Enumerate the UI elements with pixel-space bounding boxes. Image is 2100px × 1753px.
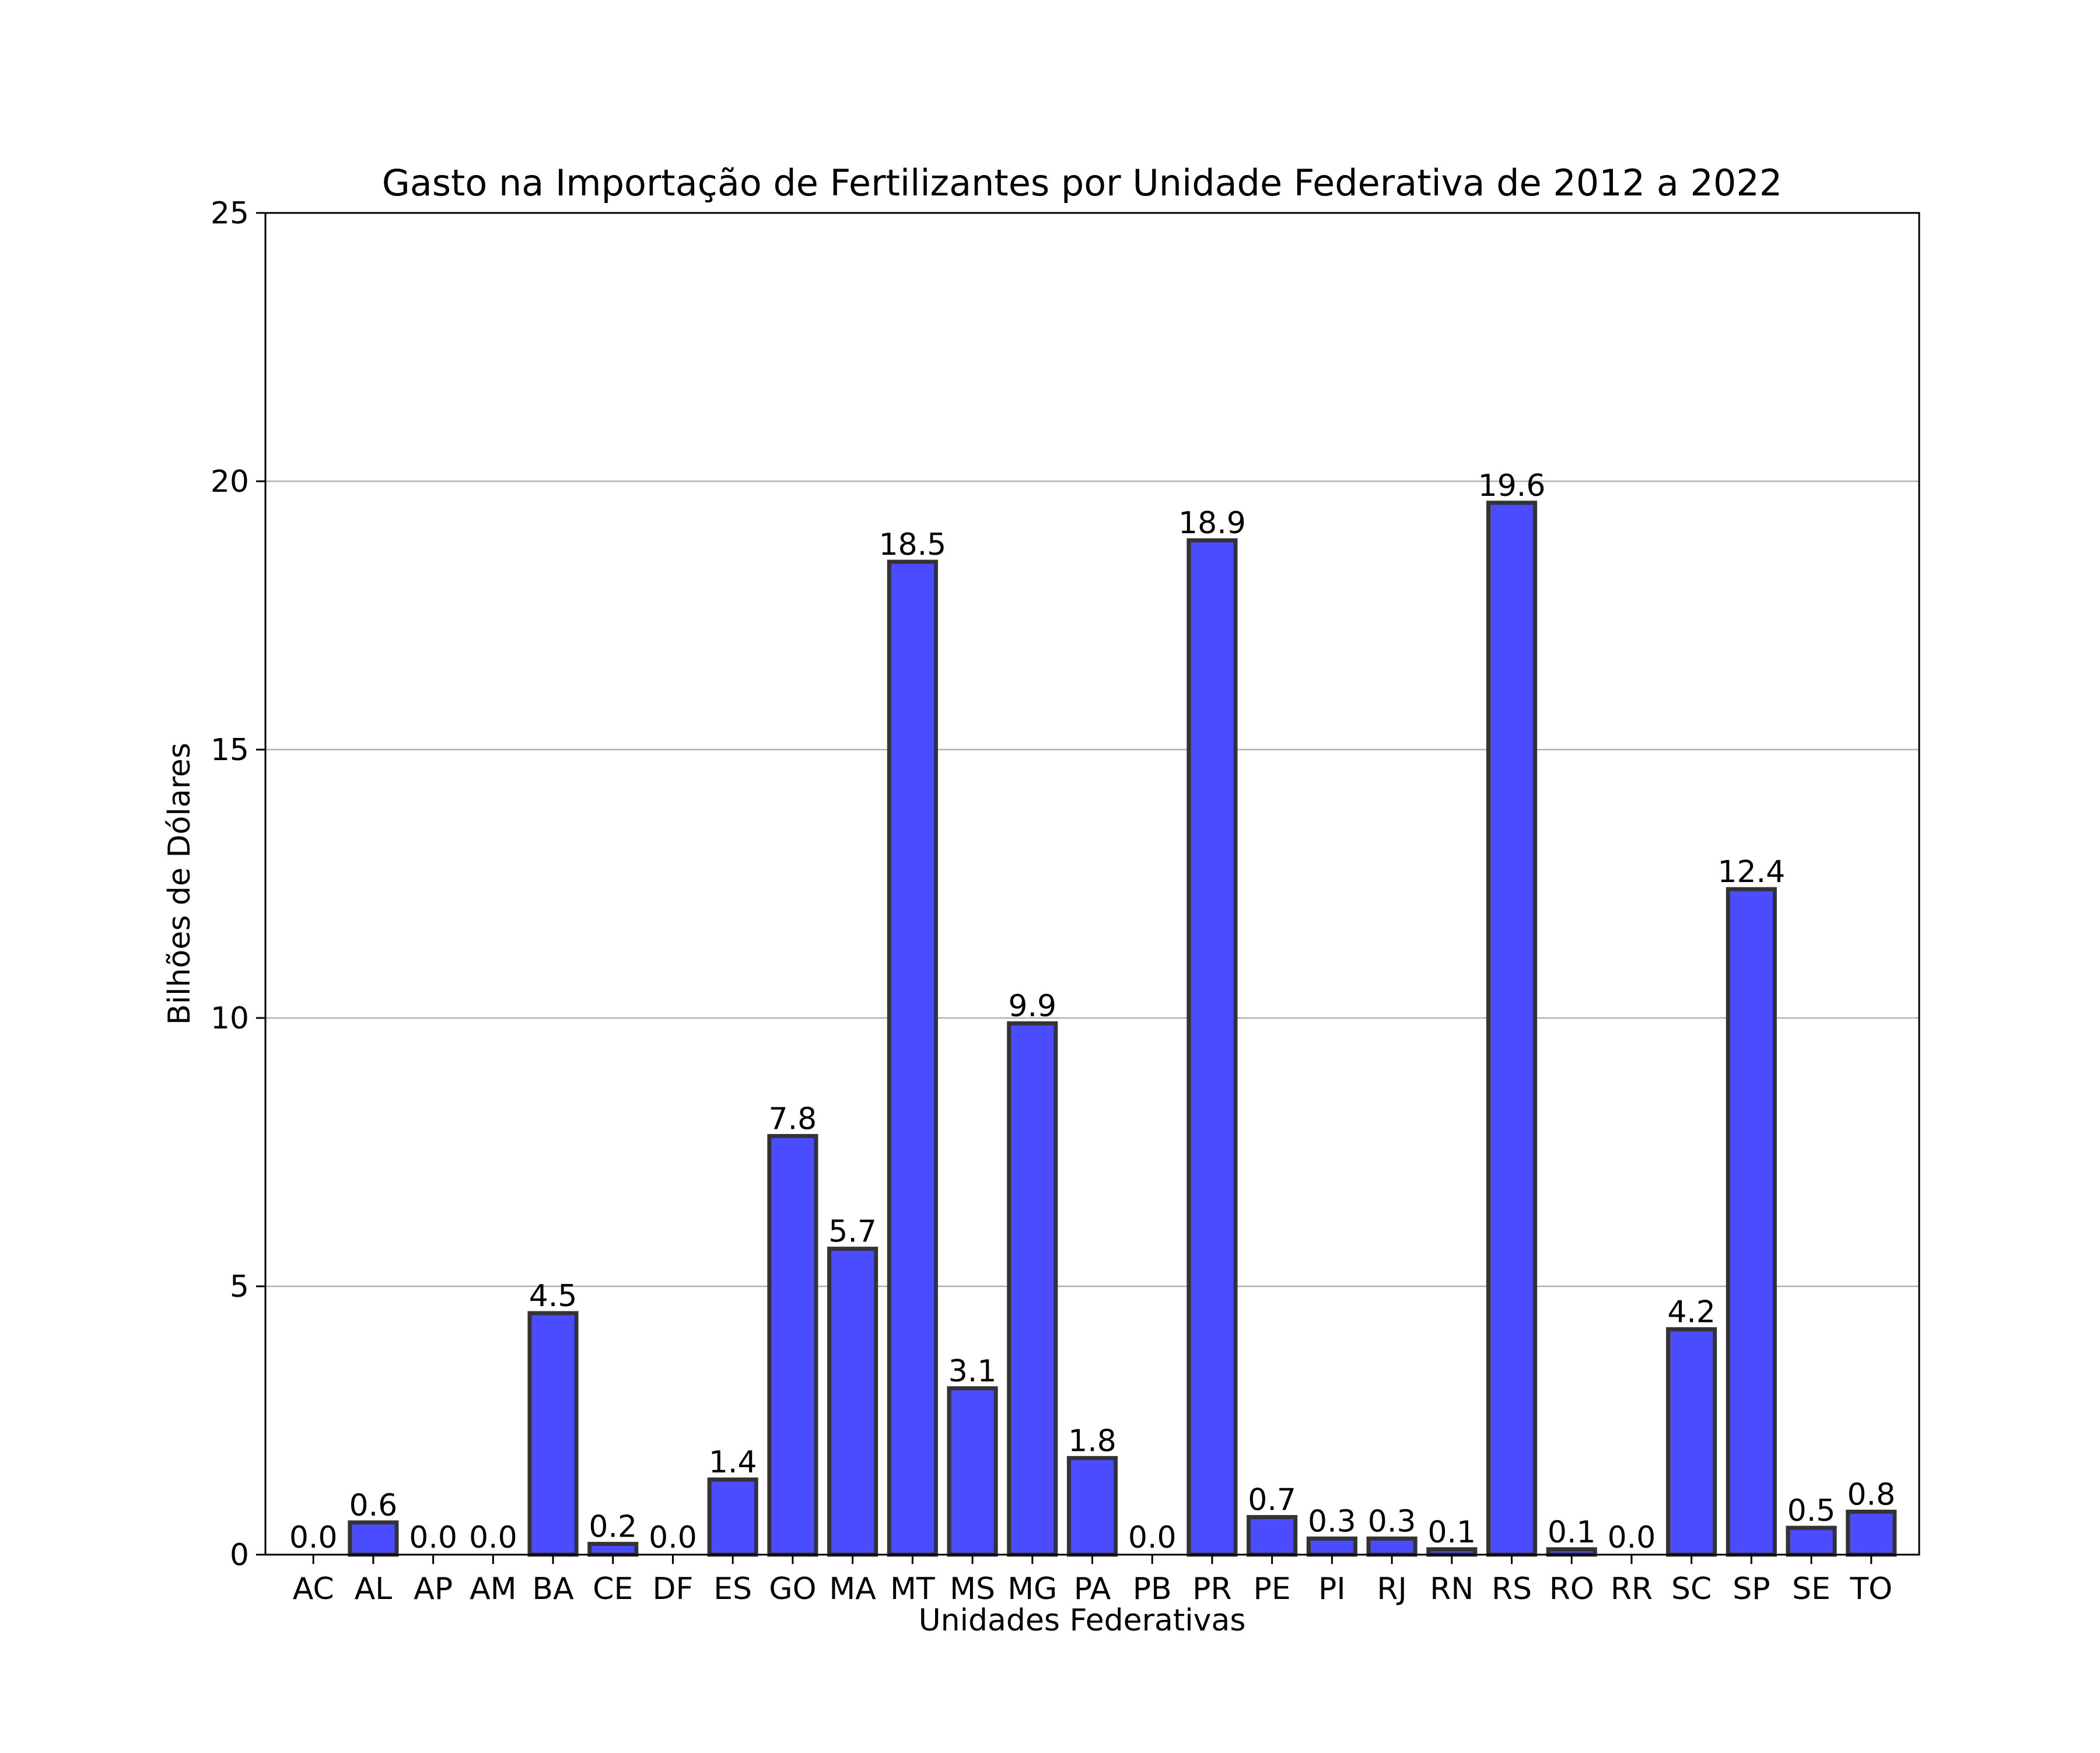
- data-label-df: 0.0: [649, 1520, 697, 1555]
- y-tick-label: 20: [211, 464, 249, 499]
- bar-se: [1786, 1525, 1837, 1557]
- x-tick-label-pa: PA: [1074, 1572, 1111, 1607]
- bar-ce: [587, 1542, 639, 1557]
- y-tick-label: 10: [211, 1001, 249, 1036]
- y-tick-label: 15: [211, 733, 249, 768]
- x-tick-label-ms: MS: [950, 1572, 995, 1607]
- bar-sc: [1666, 1327, 1717, 1557]
- data-label-ce: 0.2: [589, 1510, 637, 1545]
- x-tick-label-df: DF: [653, 1572, 694, 1607]
- data-label-ac: 0.0: [289, 1520, 338, 1555]
- data-label-pb: 0.0: [1128, 1520, 1177, 1555]
- bar-ms: [947, 1386, 998, 1557]
- bar-ma: [827, 1247, 878, 1557]
- data-label-ap: 0.0: [409, 1520, 457, 1555]
- data-label-to: 0.8: [1847, 1477, 1895, 1512]
- data-label-rn: 0.1: [1427, 1515, 1476, 1550]
- x-tick-label-pr: PR: [1192, 1572, 1232, 1607]
- data-label-rj: 0.3: [1368, 1504, 1416, 1539]
- plot-frame: [264, 212, 1920, 1556]
- data-label-am: 0.0: [469, 1520, 517, 1555]
- y-tick-label: 5: [230, 1269, 249, 1304]
- data-label-mg: 9.9: [1008, 989, 1056, 1024]
- data-label-se: 0.5: [1787, 1493, 1836, 1528]
- chart-title: Gasto na Importação de Fertilizantes por…: [382, 162, 1783, 204]
- data-label-ms: 3.1: [949, 1354, 997, 1389]
- bar-pe: [1247, 1515, 1298, 1557]
- bar-to: [1846, 1509, 1897, 1557]
- data-label-sc: 4.2: [1667, 1295, 1716, 1330]
- x-tick-label-ro: RO: [1549, 1572, 1594, 1607]
- data-label-ba: 4.5: [529, 1279, 578, 1314]
- x-tick-label-sp: SP: [1732, 1572, 1770, 1607]
- x-axis-label: Unidades Federativas: [919, 1603, 1246, 1638]
- x-tick-label-mt: MT: [890, 1572, 935, 1607]
- bar-pi: [1306, 1536, 1357, 1557]
- data-label-rs: 19.6: [1478, 468, 1546, 503]
- x-tick-label-pe: PE: [1254, 1572, 1291, 1607]
- data-label-pi: 0.3: [1308, 1504, 1356, 1539]
- data-label-al: 0.6: [349, 1488, 398, 1523]
- y-tick-label: 25: [211, 196, 249, 231]
- bar-rs: [1486, 501, 1538, 1557]
- data-label-go: 7.8: [769, 1101, 817, 1136]
- x-tick-label-se: SE: [1792, 1572, 1831, 1607]
- x-tick-label-ba: BA: [532, 1572, 574, 1607]
- x-tick-label-es: ES: [713, 1572, 752, 1607]
- x-tick-label-rj: RJ: [1377, 1572, 1406, 1607]
- y-tick-label: 0: [230, 1538, 249, 1573]
- data-label-sp: 12.4: [1718, 855, 1786, 890]
- x-tick-label-rr: RR: [1611, 1572, 1653, 1607]
- bar-mg: [1007, 1021, 1058, 1557]
- x-tick-label-sc: SC: [1671, 1572, 1712, 1607]
- x-tick-label-mg: MG: [1007, 1572, 1057, 1607]
- x-tick-label-ap: AP: [414, 1572, 453, 1607]
- x-tick-label-pb: PB: [1133, 1572, 1172, 1607]
- x-tick-label-go: GO: [769, 1572, 816, 1607]
- x-tick-label-ma: MA: [829, 1572, 876, 1607]
- data-label-ma: 5.7: [828, 1215, 877, 1250]
- bar-sp: [1726, 887, 1777, 1557]
- bar-pr: [1186, 538, 1238, 1557]
- bar-al: [348, 1520, 399, 1557]
- data-label-mt: 18.5: [878, 527, 946, 562]
- data-label-rr: 0.0: [1608, 1520, 1656, 1555]
- bar-mt: [887, 559, 938, 1557]
- data-label-ro: 0.1: [1548, 1515, 1596, 1550]
- data-label-es: 1.4: [709, 1445, 757, 1480]
- x-tick-label-ac: AC: [293, 1572, 334, 1607]
- bar-ba: [527, 1311, 579, 1557]
- bar-go: [767, 1133, 818, 1557]
- data-label-pa: 1.8: [1068, 1423, 1116, 1458]
- x-tick-label-rs: RS: [1492, 1572, 1532, 1607]
- data-label-pe: 0.7: [1248, 1483, 1296, 1518]
- x-tick-label-to: TO: [1849, 1572, 1892, 1607]
- x-tick-label-rn: RN: [1430, 1572, 1474, 1607]
- bar-rj: [1366, 1536, 1418, 1557]
- y-axis-label: Bilhões de Dólares: [162, 743, 197, 1025]
- x-tick-label-am: AM: [470, 1572, 516, 1607]
- x-tick-label-ce: CE: [593, 1572, 633, 1607]
- bar-es: [707, 1477, 758, 1557]
- x-tick-label-al: AL: [355, 1572, 393, 1607]
- bar-pa: [1066, 1455, 1118, 1557]
- x-tick-label-pi: PI: [1318, 1572, 1346, 1607]
- data-label-pr: 18.9: [1178, 506, 1246, 541]
